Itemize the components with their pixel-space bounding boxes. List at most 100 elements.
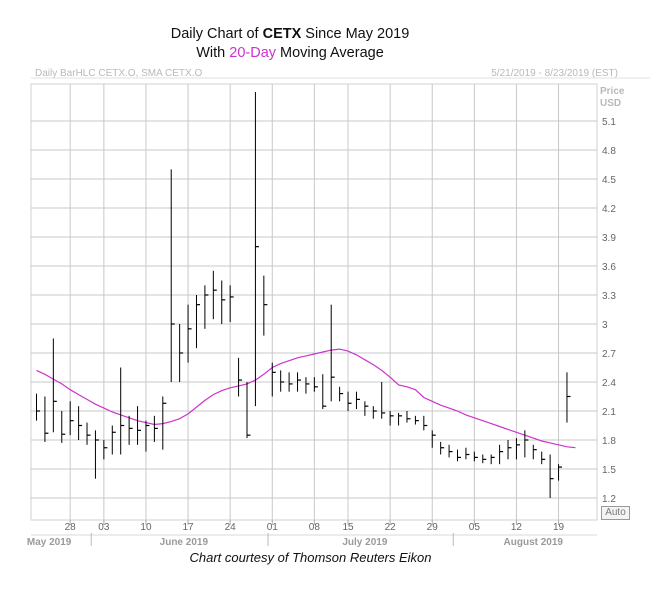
x-tick-label: 05 bbox=[469, 522, 481, 533]
price-bar bbox=[263, 275, 268, 336]
price-bar bbox=[414, 415, 419, 425]
x-tick-label: 10 bbox=[140, 522, 152, 533]
price-bar bbox=[271, 362, 276, 397]
price-bar bbox=[238, 357, 243, 397]
x-month-label: June 2019 bbox=[160, 537, 209, 548]
price-bar bbox=[153, 415, 158, 442]
price-bar bbox=[204, 285, 209, 329]
price-bar bbox=[558, 464, 563, 481]
price-bar bbox=[103, 440, 108, 460]
price-bar bbox=[381, 382, 386, 419]
chart-title-line1: Daily Chart of CETX Since May 2019 bbox=[170, 26, 410, 42]
y-tick-label: 3.6 bbox=[602, 262, 616, 273]
y-tick-label: 4.5 bbox=[602, 175, 616, 186]
y-tick-label: 1.8 bbox=[602, 436, 616, 447]
price-bar bbox=[457, 449, 461, 462]
x-tick-label: 03 bbox=[98, 522, 110, 533]
sma-highlight-label: 20-Day bbox=[229, 45, 277, 61]
x-tick-label: 22 bbox=[385, 522, 397, 533]
price-bar bbox=[128, 415, 133, 445]
price-bar bbox=[145, 420, 150, 452]
price-bar bbox=[322, 374, 327, 410]
price-bar bbox=[541, 451, 546, 465]
price-bar bbox=[212, 270, 217, 320]
price-bar bbox=[69, 401, 74, 436]
y-tick-label: 2.7 bbox=[602, 349, 616, 360]
chart-credit: Chart courtesy of Thomson Reuters Eikon bbox=[189, 550, 432, 565]
x-tick-label: 19 bbox=[553, 522, 565, 533]
y-tick-label: 3.3 bbox=[602, 291, 616, 302]
price-bar bbox=[111, 425, 116, 455]
price-bar bbox=[339, 386, 344, 402]
price-bar bbox=[515, 438, 520, 460]
price-bar bbox=[566, 372, 571, 423]
price-bar bbox=[94, 430, 99, 479]
price-bar bbox=[372, 406, 377, 419]
price-bar bbox=[162, 396, 167, 450]
x-tick-label: 01 bbox=[267, 522, 279, 533]
chart-header-date-range: 5/21/2019 - 8/23/2019 (EST) bbox=[491, 68, 618, 79]
price-bar bbox=[347, 391, 352, 411]
x-tick-label: 24 bbox=[225, 522, 237, 533]
x-tick-label: 28 bbox=[65, 522, 77, 533]
price-bar bbox=[482, 454, 487, 464]
x-month-label: July 2019 bbox=[342, 537, 387, 548]
y-tick-label: 4.8 bbox=[602, 146, 616, 157]
x-tick-label: 08 bbox=[309, 522, 321, 533]
x-tick-label: 17 bbox=[182, 522, 194, 533]
x-tick-label: 12 bbox=[511, 522, 523, 533]
y-tick-label: 4.2 bbox=[602, 204, 616, 215]
chart-title-ticker: CETX bbox=[262, 26, 302, 42]
price-bar bbox=[229, 285, 234, 323]
price-bar bbox=[499, 444, 504, 465]
price-bar bbox=[36, 393, 40, 421]
price-bar bbox=[490, 454, 495, 465]
y-axis-unit-price: Price bbox=[600, 86, 625, 97]
x-month-label: August 2019 bbox=[504, 537, 564, 548]
price-bar bbox=[448, 444, 453, 458]
chart-title-line2: With 20-Day Moving Average bbox=[196, 45, 384, 61]
y-tick-label: 3 bbox=[602, 320, 608, 331]
x-tick-label: 29 bbox=[427, 522, 439, 533]
price-bar bbox=[431, 430, 436, 448]
chart-header-instrument: Daily BarHLC CETX.O, SMA CETX.O bbox=[35, 68, 203, 79]
price-bar bbox=[61, 411, 66, 443]
price-bar bbox=[195, 295, 200, 349]
price-bar bbox=[44, 396, 49, 442]
price-bar bbox=[398, 412, 403, 426]
price-bar bbox=[330, 304, 335, 402]
price-bar bbox=[355, 391, 360, 410]
price-bar bbox=[78, 406, 83, 440]
price-bar bbox=[120, 367, 125, 455]
price-bar bbox=[440, 441, 445, 455]
price-bar bbox=[313, 377, 318, 392]
price-bar bbox=[288, 372, 293, 392]
y-tick-label: 2.4 bbox=[602, 378, 616, 389]
y-tick-label: 2.1 bbox=[602, 407, 616, 418]
x-tick-label: 15 bbox=[342, 522, 354, 533]
price-bar bbox=[389, 411, 394, 426]
price-bar bbox=[254, 92, 259, 407]
price-bar bbox=[179, 324, 184, 382]
price-bar bbox=[364, 401, 369, 416]
y-tick-label: 1.5 bbox=[602, 465, 616, 476]
price-bar bbox=[549, 454, 554, 498]
price-bar bbox=[305, 377, 310, 394]
price-bar bbox=[280, 370, 285, 392]
price-bar bbox=[406, 411, 411, 423]
price-bar bbox=[473, 451, 478, 462]
price-bar bbox=[187, 304, 192, 363]
y-tick-label: 5.1 bbox=[602, 117, 616, 128]
y-axis-unit-currency: USD bbox=[600, 98, 622, 109]
price-bar bbox=[297, 372, 302, 392]
price-bar bbox=[86, 422, 91, 445]
price-bar bbox=[423, 415, 428, 431]
price-bar bbox=[507, 440, 512, 460]
price-bar bbox=[465, 447, 470, 460]
price-bar bbox=[221, 280, 226, 324]
y-tick-label: 1.2 bbox=[602, 494, 616, 505]
x-month-label: May 2019 bbox=[27, 537, 72, 548]
price-bar bbox=[137, 406, 142, 445]
auto-scale-button[interactable]: Auto bbox=[601, 506, 630, 520]
